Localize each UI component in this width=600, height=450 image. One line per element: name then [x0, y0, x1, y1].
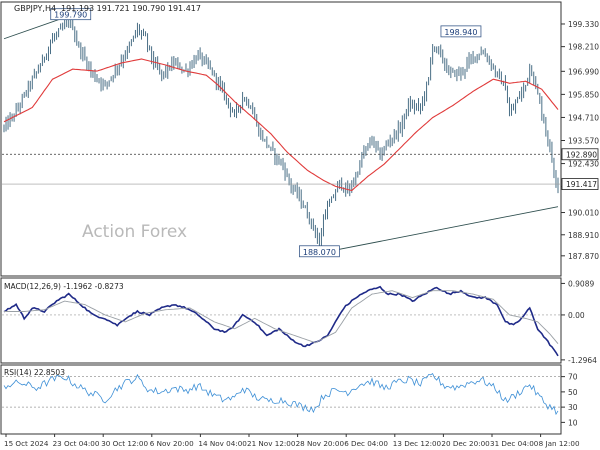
rsi-tick-label: 50	[568, 388, 578, 397]
time-tick-label: 13 Dec 12:00	[393, 439, 442, 448]
price-tick-label: 194.710	[568, 113, 599, 122]
rsi-tick-label: 30	[568, 403, 578, 412]
time-tick-label: 8 Jan 12:00	[539, 439, 580, 448]
price-annotation-text: 188.070	[303, 248, 336, 257]
price-axis-marker-text: 192.890	[566, 150, 597, 159]
trendline	[319, 206, 559, 254]
axis-layer: 199.330 198.210 196.990 195.850 194.710 193.5…	[4, 20, 599, 448]
time-tick-label: 31 Dec 04:00	[490, 439, 539, 448]
price-axis-marker-text: 191.417	[566, 180, 597, 189]
macd-signal-line	[4, 290, 559, 344]
rsi-tick-label: 10	[568, 418, 578, 427]
macd-tick-label: 0.00	[568, 311, 585, 320]
price-annotation-box	[440, 25, 482, 38]
price-axis-marker	[561, 178, 599, 190]
time-tick-label: 15 Oct 2024	[4, 439, 49, 448]
time-tick-label: 21 Nov 12:00	[247, 439, 296, 448]
time-tick-label: 14 Nov 04:00	[198, 439, 247, 448]
macd-tick-label: -1.2964	[568, 356, 597, 365]
rsi-panel-frame	[0, 364, 562, 435]
rsi-indicator-label: RSI(14) 22.8503	[4, 368, 65, 377]
price-tick-label: 192.430	[568, 160, 599, 169]
price-series-layer: 199.790 198.940 188.070	[2, 8, 561, 258]
time-tick-label: 6 Nov 20:00	[150, 439, 194, 448]
price-axis-marker	[561, 148, 599, 161]
price-panel-frame	[0, 1, 562, 277]
price-tick-label: 190.010	[568, 209, 599, 218]
price-annotation-box	[50, 8, 92, 21]
price-annotation-text: 199.790	[54, 11, 87, 20]
price-tick-label: 188.910	[568, 231, 599, 240]
price-tick-label: 199.330	[568, 20, 599, 29]
price-annotation: 188.070	[299, 245, 340, 258]
price-tick-label: 198.210	[568, 43, 599, 52]
macd-indicator-label: MACD(12,26,9) -1.1962 -0.8273	[4, 282, 124, 291]
price-annotation-text: 198.940	[444, 28, 477, 37]
rsi-series-layer: 70 50 30 10	[2, 373, 578, 427]
macd-series-layer: 0.9089 0.00 -1.2964	[2, 279, 597, 365]
time-tick-label: 6 Dec 04:00	[344, 439, 388, 448]
price-tick-label: 195.850	[568, 90, 599, 99]
time-tick-label: 20 Dec 20:00	[441, 439, 490, 448]
price-tick-label: 196.990	[568, 67, 599, 76]
price-annotation: 198.940	[440, 25, 482, 38]
chart-header: GBPJPY,H4	[14, 4, 56, 13]
time-tick-label: 23 Oct 04:00	[53, 439, 100, 448]
macd-panel-frame	[0, 277, 562, 364]
moving-average-line	[3, 58, 559, 192]
time-tick-label: 30 Oct 12:00	[101, 439, 148, 448]
price-tick-label: 187.870	[568, 252, 599, 261]
chart-ohlc: 191.193 191.721 190.790 191.417	[61, 4, 201, 13]
rsi-tick-label: 70	[568, 373, 578, 382]
macd-tick-label: 0.9089	[568, 279, 594, 288]
watermark: Action Forex	[82, 222, 187, 242]
price-annotation: 199.790	[50, 8, 92, 21]
price-annotation-box	[299, 245, 340, 258]
macd-line	[3, 285, 559, 357]
price-tick-label: 193.570	[568, 137, 599, 146]
time-tick-label: 28 Nov 20:00	[296, 439, 345, 448]
rsi-line	[3, 373, 559, 416]
